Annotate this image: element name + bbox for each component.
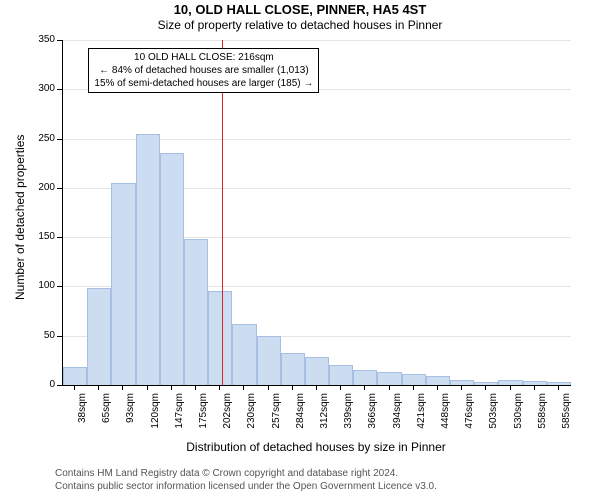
histogram-bar	[329, 365, 353, 385]
histogram-bar	[208, 291, 232, 385]
xtick-mark	[122, 385, 123, 390]
xtick-mark	[389, 385, 390, 390]
xtick-mark	[219, 385, 220, 390]
gridline	[63, 385, 571, 386]
histogram-bar	[305, 357, 329, 385]
xtick-mark	[195, 385, 196, 390]
ytick-mark	[57, 188, 62, 189]
xtick-mark	[364, 385, 365, 390]
xtick-label: 175sqm	[198, 393, 209, 441]
histogram-bar	[547, 382, 571, 385]
xtick-mark	[510, 385, 511, 390]
ytick-label: 0	[27, 379, 55, 390]
histogram-bar	[160, 153, 184, 385]
ytick-mark	[57, 89, 62, 90]
xtick-label: 366sqm	[367, 393, 378, 441]
ytick-label: 100	[27, 280, 55, 291]
chart-subtitle: Size of property relative to detached ho…	[0, 18, 600, 32]
histogram-bar	[63, 367, 87, 385]
histogram-bar	[377, 372, 401, 385]
histogram-bar	[111, 183, 135, 385]
footer-line-1: Contains HM Land Registry data © Crown c…	[55, 467, 437, 480]
xtick-label: 448sqm	[440, 393, 451, 441]
histogram-bar	[474, 382, 498, 385]
ytick-mark	[57, 385, 62, 386]
xtick-label: 120sqm	[150, 393, 161, 441]
gridline	[63, 40, 571, 41]
ytick-mark	[57, 237, 62, 238]
chart-title: 10, OLD HALL CLOSE, PINNER, HA5 4ST	[0, 2, 600, 17]
xtick-label: 530sqm	[513, 393, 524, 441]
histogram-bar	[426, 376, 450, 385]
xtick-mark	[98, 385, 99, 390]
xtick-label: 476sqm	[464, 393, 475, 441]
xtick-label: 202sqm	[222, 393, 233, 441]
xtick-mark	[243, 385, 244, 390]
xtick-label: 503sqm	[488, 393, 499, 441]
xtick-mark	[340, 385, 341, 390]
ytick-mark	[57, 139, 62, 140]
xtick-mark	[485, 385, 486, 390]
xtick-mark	[74, 385, 75, 390]
annotation-line: ← 84% of detached houses are smaller (1,…	[94, 64, 313, 77]
annotation-line: 10 OLD HALL CLOSE: 216sqm	[94, 51, 313, 64]
xtick-label: 558sqm	[537, 393, 548, 441]
footer-line-2: Contains public sector information licen…	[55, 480, 437, 493]
xtick-label: 257sqm	[271, 393, 282, 441]
histogram-bar	[498, 380, 522, 385]
xtick-label: 339sqm	[343, 393, 354, 441]
xtick-label: 585sqm	[561, 393, 572, 441]
footer-attribution: Contains HM Land Registry data © Crown c…	[55, 467, 437, 493]
xtick-label: 284sqm	[295, 393, 306, 441]
xtick-label: 230sqm	[246, 393, 257, 441]
ytick-mark	[57, 40, 62, 41]
histogram-bar	[232, 324, 256, 385]
xtick-mark	[413, 385, 414, 390]
annotation-box: 10 OLD HALL CLOSE: 216sqm← 84% of detach…	[88, 48, 319, 93]
ytick-label: 300	[27, 83, 55, 94]
xtick-label: 421sqm	[416, 393, 427, 441]
x-axis-label: Distribution of detached houses by size …	[62, 440, 570, 454]
histogram-bar	[353, 370, 377, 385]
histogram-bar	[184, 239, 208, 385]
histogram-bar	[450, 380, 474, 385]
histogram-bar	[87, 288, 111, 385]
xtick-label: 93sqm	[125, 393, 136, 441]
xtick-label: 312sqm	[319, 393, 330, 441]
ytick-mark	[57, 336, 62, 337]
xtick-mark	[292, 385, 293, 390]
xtick-label: 65sqm	[101, 393, 112, 441]
histogram-bar	[281, 353, 305, 385]
histogram-bar	[257, 336, 281, 385]
histogram-bar	[136, 134, 160, 385]
ytick-label: 250	[27, 133, 55, 144]
ytick-label: 150	[27, 231, 55, 242]
chart-plot-area: 10 OLD HALL CLOSE: 216sqm← 84% of detach…	[62, 40, 571, 386]
ytick-label: 350	[27, 34, 55, 45]
histogram-bar	[402, 374, 426, 385]
ytick-label: 200	[27, 182, 55, 193]
annotation-line: 15% of semi-detached houses are larger (…	[94, 77, 313, 90]
xtick-mark	[171, 385, 172, 390]
ytick-label: 50	[27, 330, 55, 341]
y-axis-label: Number of detached properties	[13, 135, 27, 300]
xtick-label: 38sqm	[77, 393, 88, 441]
xtick-mark	[534, 385, 535, 390]
xtick-mark	[461, 385, 462, 390]
histogram-bar	[523, 381, 547, 385]
xtick-label: 394sqm	[392, 393, 403, 441]
xtick-mark	[558, 385, 559, 390]
xtick-mark	[147, 385, 148, 390]
xtick-mark	[268, 385, 269, 390]
ytick-mark	[57, 286, 62, 287]
xtick-mark	[316, 385, 317, 390]
xtick-mark	[437, 385, 438, 390]
xtick-label: 147sqm	[174, 393, 185, 441]
